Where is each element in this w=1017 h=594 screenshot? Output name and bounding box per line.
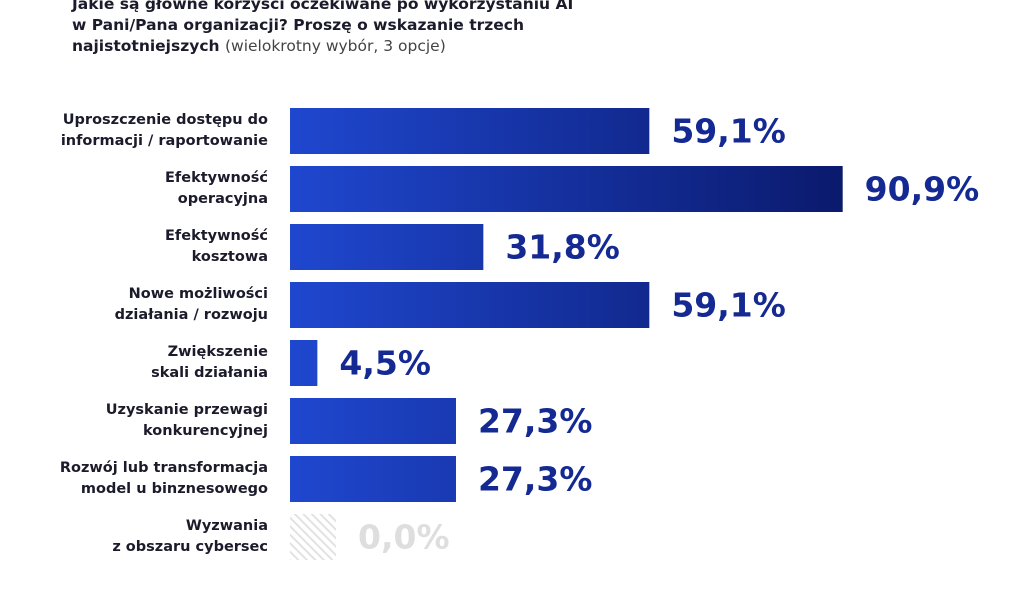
category-label: Efektywność operacyjna	[165, 170, 268, 207]
bar	[290, 282, 650, 328]
category-label: Zwiększenie skali działania	[151, 344, 268, 381]
value-label: 27,3%	[478, 460, 593, 499]
bar	[290, 166, 843, 212]
value-label: 4,5%	[339, 344, 431, 383]
value-label: 59,1%	[671, 112, 786, 151]
title-text: Jakie są główne korzyści oczekiwane po w…	[72, 0, 574, 55]
chart-title: Jakie są główne korzyści oczekiwane po w…	[72, 0, 592, 57]
value-label: 90,9%	[865, 170, 980, 209]
category-label: Uzyskanie przewagi konkurencyjnej	[105, 402, 268, 439]
category-label: Efektywność kosztowa	[165, 228, 268, 265]
category-label: Wyzwania z obszaru cybersec	[112, 518, 268, 555]
category-label: Rozwój lub transformacja model u binznes…	[59, 460, 268, 497]
category-label: Nowe możliwości działania / rozwoju	[114, 286, 268, 323]
value-label: 0,0%	[358, 518, 450, 557]
bar	[290, 108, 650, 154]
bar	[290, 398, 456, 444]
bar	[290, 224, 484, 270]
bar	[290, 456, 456, 502]
empty-bar	[290, 514, 336, 560]
bar	[290, 340, 318, 386]
value-label: 59,1%	[671, 286, 786, 325]
chart-subtitle: (wielokrotny wybór, 3 opcje)	[224, 37, 446, 55]
value-label: 31,8%	[505, 228, 620, 267]
value-label: 27,3%	[478, 402, 593, 441]
category-label: Uproszczenie dostępu do informacji / rap…	[60, 112, 268, 149]
